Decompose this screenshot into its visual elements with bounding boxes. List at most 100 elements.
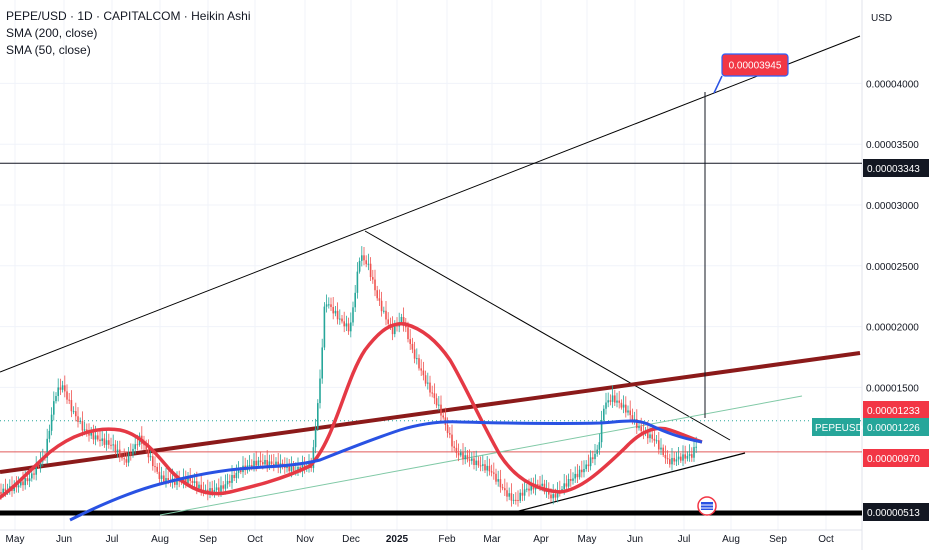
- x-tick-label: Feb: [438, 534, 456, 545]
- candle: [77, 416, 79, 422]
- candle: [433, 393, 436, 399]
- candle: [160, 475, 163, 479]
- x-tick-label: Oct: [247, 534, 263, 545]
- candle: [695, 446, 697, 448]
- candle: [297, 466, 299, 471]
- candle: [594, 453, 596, 460]
- candle: [420, 368, 422, 371]
- candle: [125, 459, 128, 463]
- candle: [332, 306, 334, 314]
- candle: [387, 319, 389, 324]
- candle: [229, 480, 231, 483]
- candle: [603, 408, 605, 421]
- candle: [259, 460, 262, 463]
- candle: [66, 391, 68, 400]
- chart-legend: PEPE/USD · 1D · CAPITALCOM · Heikin Ashi…: [6, 8, 251, 59]
- candle: [501, 487, 504, 489]
- candle: [365, 260, 367, 265]
- candle: [53, 401, 55, 415]
- candle: [396, 325, 398, 327]
- candle: [394, 325, 396, 335]
- candle: [460, 452, 462, 456]
- candle: [490, 471, 493, 473]
- candle: [631, 415, 634, 421]
- candle: [521, 492, 524, 496]
- candle: [468, 459, 471, 461]
- candle: [477, 460, 480, 466]
- candle: [391, 326, 394, 335]
- candle: [666, 458, 669, 460]
- candle: [680, 456, 682, 461]
- candle: [554, 494, 557, 498]
- price-badge-label: 0.00001233: [867, 406, 920, 417]
- ticker-badge: [812, 418, 860, 436]
- candle: [191, 480, 194, 483]
- candle: [215, 487, 218, 490]
- candle: [475, 460, 477, 465]
- candle: [669, 459, 671, 465]
- candle: [530, 484, 532, 491]
- ticker-badge-label: PEPEUSD: [815, 423, 863, 434]
- candle: [682, 454, 684, 461]
- candle: [352, 307, 354, 323]
- candle: [539, 484, 541, 486]
- candle: [598, 442, 601, 450]
- candle: [226, 480, 229, 485]
- candle: [17, 485, 20, 488]
- candle: [149, 456, 152, 458]
- candle: [262, 462, 264, 465]
- candle: [473, 458, 475, 465]
- candle: [638, 426, 640, 429]
- candle: [363, 255, 365, 261]
- candle: [526, 488, 528, 490]
- candle: [321, 347, 323, 379]
- candle: [37, 465, 40, 468]
- candle: [204, 489, 207, 492]
- candle: [20, 481, 22, 486]
- time-axis: May Jun Jul Aug Sep Oct Nov Dec 2025 Feb Mar Apr May…: [6, 534, 834, 545]
- upper-channel-trendline: [0, 35, 861, 373]
- candle: [435, 398, 438, 406]
- candle: [103, 438, 106, 445]
- callout-pointer: [713, 75, 723, 94]
- candle: [616, 400, 618, 403]
- candle: [552, 494, 554, 499]
- candle: [121, 456, 123, 459]
- candle: [319, 378, 321, 404]
- candle: [589, 457, 592, 467]
- grid-lines: [0, 0, 862, 530]
- candle: [563, 483, 565, 490]
- candle: [567, 478, 570, 487]
- candle: [336, 310, 339, 320]
- x-tick-label: Jul: [106, 534, 119, 545]
- candle: [325, 304, 328, 307]
- candle: [72, 411, 75, 413]
- dark-red-trendline: [0, 351, 861, 474]
- candle: [622, 404, 625, 408]
- candle: [464, 455, 466, 460]
- candle: [495, 473, 497, 482]
- candle: [510, 493, 513, 501]
- candles: [0, 246, 697, 507]
- candle: [356, 271, 359, 293]
- candle: [413, 349, 416, 359]
- candle: [517, 499, 519, 501]
- candle: [405, 325, 407, 328]
- candle: [110, 444, 112, 446]
- candle: [273, 463, 275, 466]
- candle: [167, 478, 169, 481]
- price-badge: [863, 159, 929, 177]
- candle: [57, 387, 59, 397]
- candle: [196, 481, 198, 489]
- candle: [187, 478, 189, 484]
- candle: [416, 358, 418, 360]
- candle: [189, 478, 191, 481]
- y-tick-label: 0.00003500: [866, 140, 919, 151]
- candle: [176, 479, 178, 485]
- candle: [479, 465, 482, 467]
- candle: [662, 447, 664, 456]
- candle: [284, 467, 286, 469]
- candle: [684, 454, 686, 459]
